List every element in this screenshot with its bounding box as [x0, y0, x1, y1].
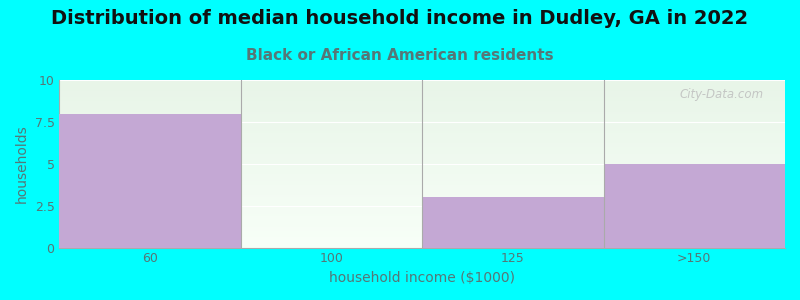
Text: Black or African American residents: Black or African American residents: [246, 48, 554, 63]
Bar: [422, 197, 604, 248]
X-axis label: household income ($1000): household income ($1000): [330, 271, 515, 285]
Text: City-Data.com: City-Data.com: [679, 88, 763, 101]
Y-axis label: households: households: [15, 124, 29, 203]
Text: Distribution of median household income in Dudley, GA in 2022: Distribution of median household income …: [51, 9, 749, 28]
Bar: [604, 164, 785, 248]
Bar: [59, 113, 241, 248]
